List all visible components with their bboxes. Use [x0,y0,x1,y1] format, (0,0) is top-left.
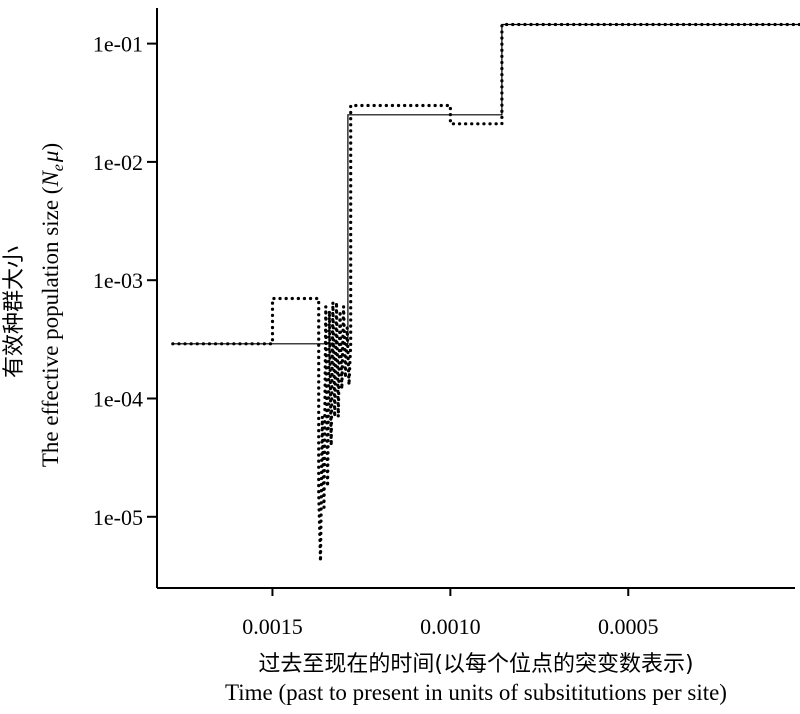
y-tick-label-1: 1e-02 [93,150,143,175]
x-tick-label-1: 0.0010 [420,614,481,639]
x-axis-title: Time (past to present in units of subsit… [225,680,727,705]
x-axis-title-cn: 过去至现在的时间(以每个位点的突变数表示) [258,652,693,677]
y-tick-label-4: 1e-05 [93,505,143,530]
y-axis-title-symbol: N [38,170,63,188]
series-line-solid [172,23,800,345]
y-axis-title-suffix: ) [38,143,63,151]
y-tick-label-3: 1e-04 [93,386,143,411]
y-axis-title-mu: μ [38,151,63,164]
series-line-dotted [171,22,800,563]
plot-lines [171,22,800,563]
y-axis-title-cn: 有效种群大小 [2,246,27,378]
y-axis-title-subscript: e [50,164,67,171]
x-tick-label-2: 0.0005 [598,614,659,639]
y-tick-label-0: 1e-01 [93,32,143,57]
y-tick-label-2: 1e-03 [93,268,143,293]
y-axis-title-prefix: The effective population size ( [38,187,63,468]
x-tick-label-0: 0.0015 [242,614,303,639]
y-ticks: 1e-01 1e-02 1e-03 1e-04 1e-05 [93,32,157,530]
y-axis-title: The effective population size (Neμ) [38,143,67,467]
